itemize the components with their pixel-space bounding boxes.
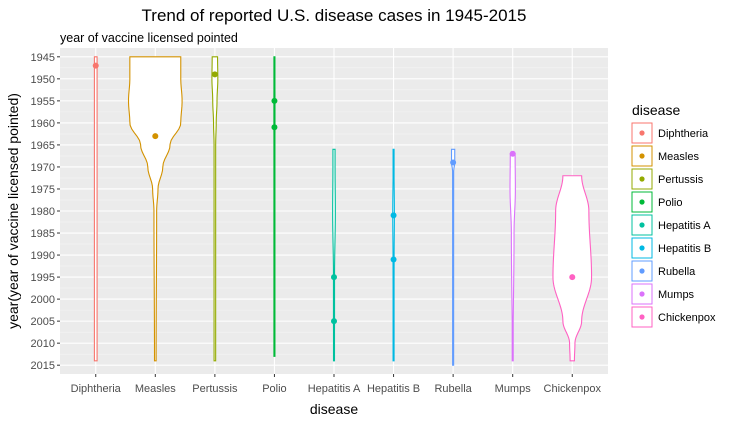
y-tick-label: 1980	[31, 206, 55, 218]
x-tick-label: Pertussis	[192, 383, 238, 395]
violins	[92, 56, 593, 366]
legend-label: Hepatitis A	[658, 220, 711, 232]
legend-label: Hepatitis B	[658, 243, 711, 255]
legend-label: Mumps	[658, 289, 695, 301]
x-tick-label: Hepatitis B	[367, 383, 420, 395]
x-tick-label: Polio	[262, 383, 286, 395]
legend-key-point	[639, 153, 645, 159]
vaccine-year-point-pertussis	[211, 71, 218, 78]
y-tick-label: 1950	[31, 74, 55, 86]
legend-label: Measles	[658, 151, 699, 163]
violin-hepatitis-b	[392, 148, 395, 362]
legend-key-point	[639, 176, 645, 182]
vaccine-year-point-mumps	[509, 150, 516, 157]
legend-label: Diphtheria	[658, 128, 709, 140]
violin-mumps	[509, 153, 516, 362]
vaccine-year-point-hepatitis-b	[390, 256, 397, 263]
x-tick-label: Rubella	[434, 383, 472, 395]
y-tick-label: 2000	[31, 294, 55, 306]
vaccine-year-point-chickenpox	[569, 274, 576, 281]
x-axis: Diphtheria Measles Pertussis Polio Hepatitis…	[71, 374, 602, 395]
violin-rubella	[450, 148, 456, 366]
vaccine-year-point-hepatitis-a	[331, 274, 337, 281]
vaccine-year-point-diphtheria	[92, 62, 99, 69]
chart-subtitle: year of vaccine licensed pointed	[60, 31, 238, 45]
legend-key-point	[639, 130, 645, 136]
legend-key-point	[639, 245, 645, 251]
violin-hepatitis-a	[332, 148, 336, 362]
legend-label: Rubella	[658, 266, 696, 278]
x-tick-label: Measles	[135, 383, 176, 395]
violin-chickenpox	[552, 175, 593, 362]
vaccine-year-point-rubella	[450, 159, 457, 166]
y-tick-label: 1955	[31, 96, 55, 108]
violin-measles	[127, 56, 183, 362]
vaccine-year-point-polio	[271, 97, 278, 104]
x-tick-label: Mumps	[495, 383, 532, 395]
y-axis: 1945 1950 1955 1960 1965 1970 1975 1980 1985 1990…	[31, 52, 60, 372]
x-tick-label: Diphtheria	[71, 383, 122, 395]
y-tick-label: 2005	[31, 316, 55, 328]
y-tick-label: 1945	[31, 52, 55, 64]
legend-key-point	[639, 314, 645, 320]
y-tick-label: 1975	[31, 184, 55, 196]
y-tick-label: 1965	[31, 140, 55, 152]
y-tick-label: 1970	[31, 162, 55, 174]
x-axis-title: disease	[310, 401, 358, 417]
legend-key-point	[639, 199, 645, 205]
legend-key-point	[639, 268, 645, 274]
violin-pertussis	[211, 56, 219, 362]
legend-label: Polio	[658, 197, 682, 209]
legend-label: Pertussis	[658, 174, 704, 186]
legend-key-point	[639, 291, 645, 297]
y-tick-label: 2015	[31, 360, 55, 372]
y-tick-label: 1995	[31, 272, 55, 284]
legend-key-point	[639, 222, 645, 228]
legend: disease Diphtheria Measles Pertussis Polio H…	[631, 102, 716, 328]
y-tick-label: 2010	[31, 338, 55, 350]
vaccine-year-point-measles	[152, 133, 159, 140]
violin-polio	[273, 56, 276, 357]
vaccine-year-point-hepatitis-b	[390, 212, 397, 219]
vaccine-year-point-hepatitis-a	[331, 318, 337, 325]
x-tick-label: Hepatitis A	[308, 383, 361, 395]
chart-title: Trend of reported U.S. disease cases in …	[142, 6, 527, 25]
y-tick-label: 1960	[31, 118, 55, 130]
violin-diphtheria	[93, 56, 98, 362]
y-tick-label: 1990	[31, 250, 55, 262]
y-tick-label: 1985	[31, 228, 55, 240]
legend-title: disease	[632, 102, 680, 118]
vaccine-year-point-polio	[271, 124, 278, 131]
x-tick-label: Chickenpox	[544, 383, 602, 395]
y-axis-title: year(year of vaccine licensed pointed)	[5, 93, 21, 329]
legend-label: Chickenpox	[658, 312, 716, 324]
